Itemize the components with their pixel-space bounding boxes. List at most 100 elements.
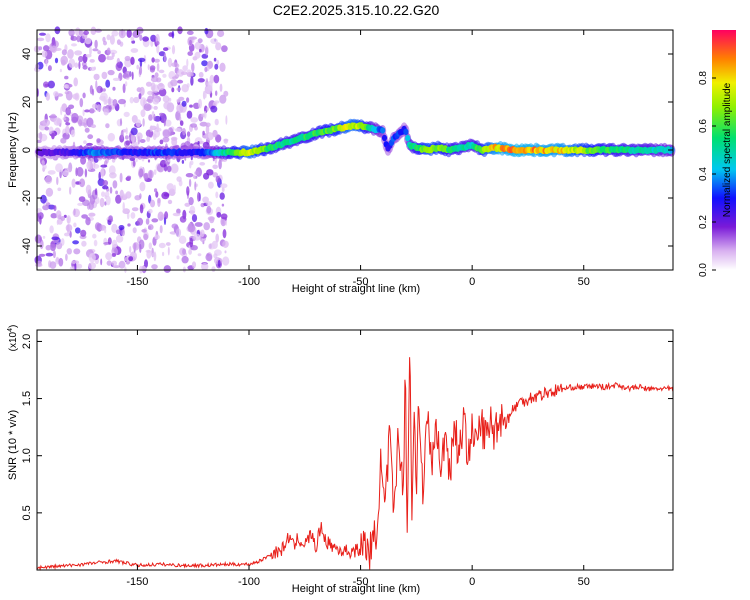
noise-speckle — [120, 129, 124, 140]
noise-speckle — [140, 109, 146, 118]
noise-speckle — [69, 230, 72, 238]
noise-speckle — [115, 194, 122, 204]
noise-speckle — [136, 64, 139, 70]
noise-speckle — [193, 174, 196, 180]
noise-speckle — [171, 223, 179, 229]
noise-speckle — [65, 253, 68, 261]
noise-speckle — [152, 98, 160, 105]
noise-speckle — [73, 222, 77, 228]
noise-speckle — [45, 175, 53, 184]
noise-speckle — [164, 119, 172, 127]
noise-speckle — [98, 53, 106, 63]
x-tick-label: -100 — [238, 576, 260, 588]
noise-speckle — [215, 90, 218, 96]
noise-speckle — [132, 242, 140, 251]
noise-speckle — [56, 219, 59, 226]
noise-speckle — [81, 214, 88, 219]
noise-speckle — [95, 80, 98, 90]
noise-speckle — [203, 222, 210, 231]
noise-speckle — [206, 201, 213, 206]
noise-speckle — [151, 264, 158, 270]
noise-speckle — [111, 239, 118, 249]
noise-speckle — [141, 229, 147, 233]
colorbar-gradient — [712, 30, 736, 270]
noise-speckle — [56, 176, 59, 186]
y-tick-label: 0.5 — [21, 505, 33, 520]
noise-speckle — [60, 216, 65, 221]
noise-speckle — [214, 118, 219, 126]
noise-speckle — [71, 43, 77, 47]
noise-speckle — [213, 253, 218, 259]
noise-speckle — [197, 191, 201, 202]
noise-speckle — [55, 256, 60, 263]
noise-speckle — [112, 86, 116, 91]
noise-speckle — [143, 233, 149, 241]
noise-speckle — [106, 34, 111, 41]
noise-speckle — [165, 242, 171, 246]
noise-speckle — [147, 169, 154, 179]
noise-speckle — [159, 225, 163, 234]
noise-speckle — [214, 63, 219, 70]
noise-speckle — [94, 28, 102, 33]
noise-speckle — [139, 204, 144, 214]
noise-speckle — [180, 71, 188, 76]
noise-speckle — [89, 66, 96, 71]
noise-speckle — [85, 217, 91, 226]
noise-speckle — [186, 97, 190, 103]
noise-speckle — [212, 164, 218, 170]
noise-speckle — [88, 253, 96, 263]
noise-speckle — [79, 178, 86, 188]
noise-speckle — [182, 128, 186, 136]
noise-speckle — [201, 60, 208, 67]
noise-speckle — [221, 187, 225, 193]
noise-speckle — [216, 59, 220, 66]
noise-speckle — [98, 171, 101, 181]
noise-speckle — [42, 204, 50, 211]
svg-text:(x104): (x104) — [7, 325, 19, 352]
spectrogram-x-axis-label: Height of straight line (km) — [292, 283, 420, 295]
noise-speckle — [68, 104, 75, 110]
noise-speckle — [90, 26, 97, 35]
noise-speckle — [139, 139, 146, 143]
noise-speckle — [85, 184, 92, 195]
noise-speckle — [64, 84, 69, 89]
noise-speckle — [205, 125, 210, 135]
noise-speckle — [54, 57, 59, 64]
noise-speckle — [162, 129, 171, 138]
noise-speckle — [41, 160, 45, 167]
noise-speckle — [38, 253, 46, 257]
noise-speckle — [186, 58, 189, 67]
noise-speckle — [211, 266, 216, 272]
noise-speckle — [83, 140, 87, 145]
noise-speckle — [72, 240, 79, 245]
noise-speckle — [176, 87, 182, 91]
noise-speckle — [178, 235, 187, 244]
noise-speckle — [111, 30, 119, 37]
noise-speckle — [173, 184, 176, 193]
y-tick-label: 1.0 — [21, 448, 33, 463]
noise-speckle — [182, 248, 187, 255]
noise-speckle — [131, 71, 134, 81]
noise-speckle — [145, 218, 150, 225]
noise-speckle — [61, 49, 67, 56]
noise-speckle — [151, 218, 159, 223]
y-tick-label: -20 — [21, 190, 33, 206]
noise-speckle — [42, 167, 45, 172]
noise-speckle — [130, 133, 135, 143]
noise-speckle — [144, 259, 148, 268]
noise-speckle — [174, 74, 179, 79]
noise-speckle — [125, 191, 132, 199]
noise-speckle — [162, 95, 170, 103]
noise-speckle — [84, 168, 88, 178]
noise-speckle — [101, 71, 108, 80]
noise-speckle — [181, 84, 189, 93]
noise-speckle — [43, 81, 49, 88]
noise-speckle — [126, 29, 132, 38]
noise-speckle — [122, 193, 128, 198]
noise-speckle — [155, 41, 160, 46]
noise-speckle — [47, 65, 52, 72]
noise-speckle — [79, 98, 84, 108]
noise-speckle — [82, 109, 85, 117]
noise-speckle — [206, 107, 209, 111]
noise-speckle — [156, 62, 160, 72]
